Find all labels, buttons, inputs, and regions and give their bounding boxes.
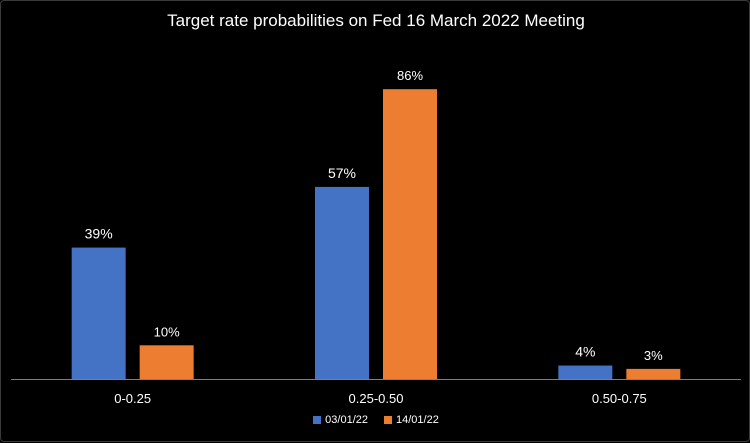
bar-2-2 (383, 89, 437, 380)
data-label-2-1: 10% (154, 324, 180, 339)
data-label-1-2: 57% (328, 165, 356, 181)
x-tick-label-2: 0.25-0.50 (349, 391, 404, 406)
labels-layer: 39% 10% 0-0.25 57% 86% 0.25-0.50 4% 3% 0.50-0.75 (85, 68, 664, 406)
legend-item-series-1: 03/01/22 (313, 414, 368, 426)
legend-label: 03/01/22 (325, 414, 368, 426)
data-label-2-2: 86% (397, 68, 423, 83)
legend-swatch (384, 416, 392, 424)
legend: 03/01/22 14/01/22 (1, 414, 750, 426)
bar-2-1 (139, 345, 194, 379)
data-label-1-3: 4% (575, 344, 595, 360)
bar-1-3 (558, 365, 613, 379)
data-label-1-1: 39% (85, 226, 113, 242)
bar-1-1 (71, 247, 126, 379)
chart-title: Target rate probabilities on Fed 16 Marc… (167, 11, 585, 30)
legend-label: 14/01/22 (396, 414, 439, 426)
bar-2-3 (626, 368, 681, 379)
x-tick-label-3: 0.50-0.75 (592, 391, 647, 406)
bars-layer (71, 89, 681, 380)
bar-1-2 (315, 186, 369, 379)
legend-item-series-2: 14/01/22 (384, 414, 439, 426)
x-tick-label-1: 0-0.25 (114, 391, 151, 406)
legend-swatch (313, 416, 322, 424)
data-label-2-3: 3% (644, 348, 663, 363)
